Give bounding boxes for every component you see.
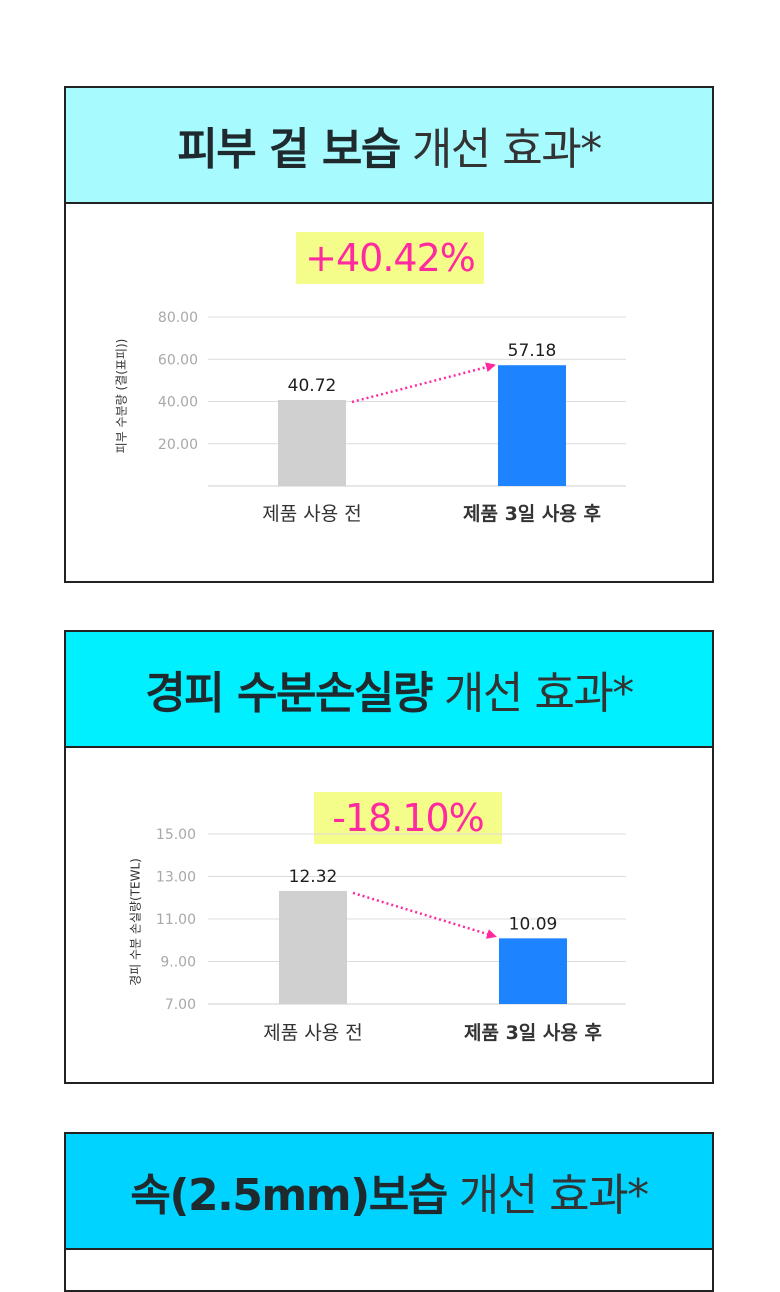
panel-title-bold: 경피 수분손실량: [145, 668, 433, 719]
data-label: 57.18: [508, 341, 557, 361]
bar-after: [499, 938, 567, 1004]
bar-before: [279, 890, 347, 1004]
panel-title-bold: 속(2.5mm)보습: [130, 1170, 448, 1221]
panel-header: 경피 수분손실량 개선 효과*: [66, 632, 712, 748]
data-label: 10.09: [509, 914, 558, 934]
panel-title-bold: 피부 겉 보습: [177, 124, 401, 175]
chart-area: +40.42% 피부 수분량 (결(표피)) 20.00 40.00 60.00 80…: [66, 204, 712, 581]
y-tick-label: 60.00: [158, 352, 198, 368]
panel-title-light: 개선 효과*: [458, 1170, 649, 1221]
trend-arrow: [352, 891, 497, 939]
category-label-after: 제품 3일 사용 후: [463, 503, 601, 525]
bar-chart-moisture: 20.00 40.00 60.00 80.00 40.72 제품 사용 전 57.18 제품 …: [158, 310, 626, 525]
panel-title-light: 개선 효과*: [411, 124, 602, 175]
change-badge: +40.42%: [296, 232, 484, 284]
chart-area: -18.10% 경피 수분 손실량(TEWL) 7.00 9..00 11.00 13…: [66, 748, 712, 1082]
data-label: 40.72: [288, 376, 337, 396]
panel-skin-surface-moisture: 피부 겉 보습 개선 효과* +40.42% 피부 수분량 (결(표피)) 20…: [64, 86, 714, 583]
panel-header: 피부 겉 보습 개선 효과*: [66, 88, 712, 204]
data-label: 12.32: [289, 867, 338, 887]
panel-tewl: 경피 수분손실량 개선 효과* -18.10% 경피 수분 손실량(TEWL) …: [64, 630, 714, 1084]
y-tick-label: 11.00: [156, 912, 196, 928]
panel-title-light: 개선 효과*: [443, 668, 634, 719]
category-label-before: 제품 사용 전: [263, 1022, 362, 1044]
category-label-before: 제품 사용 전: [262, 503, 361, 525]
bar-chart-tewl: 7.00 9..00 11.00 13.00 15.00 12.32 제품 사용 전 10.0…: [156, 827, 626, 1044]
y-tick-label: 80.00: [158, 310, 198, 326]
y-tick-label: 13.00: [156, 870, 196, 886]
y-tick-label: 40.00: [158, 395, 198, 411]
change-badge: -18.10%: [314, 792, 502, 844]
panel-deep-moisture: 속(2.5mm)보습 개선 효과*: [64, 1132, 714, 1292]
category-label-after: 제품 3일 사용 후: [464, 1022, 602, 1044]
trend-arrow: [351, 362, 496, 404]
y-tick-label: 15.00: [156, 827, 196, 843]
y-tick-label: 9..00: [160, 955, 196, 971]
y-tick-label: 7.00: [165, 997, 196, 1013]
panel-header: 속(2.5mm)보습 개선 효과*: [66, 1134, 712, 1250]
bar-before: [278, 399, 346, 486]
bar-after: [498, 365, 566, 486]
y-tick-label: 20.00: [158, 437, 198, 453]
